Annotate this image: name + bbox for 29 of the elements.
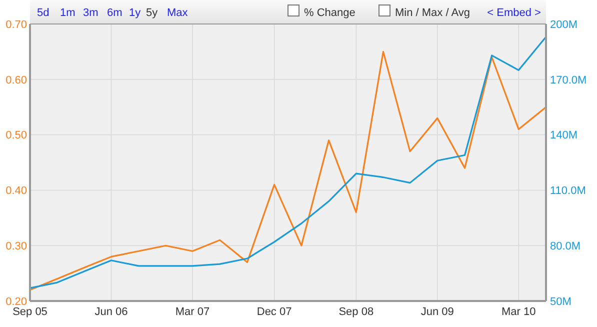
text: < Embed > <box>487 7 541 19</box>
x-tick-label: Jun 06 <box>94 306 128 318</box>
text: Min / Max / Avg <box>395 7 470 19</box>
text: 1m <box>60 7 76 19</box>
y-tick-label: 0.20 <box>6 296 27 308</box>
y2-tick-label: 200M <box>550 18 578 31</box>
x-tick-label: Sep 08 <box>338 306 374 318</box>
y-tick-label: 0.40 <box>6 185 27 198</box>
text: 6m <box>107 7 122 19</box>
y-tick-label: 0.30 <box>6 240 27 252</box>
y2-tick-label: 110.0M <box>550 185 586 198</box>
x-tick-label: Dec 07 <box>256 306 292 318</box>
y2-tick-label: 50M <box>550 296 572 308</box>
x-tick-label: Sep 05 <box>12 306 48 318</box>
text: 1y <box>129 7 142 19</box>
text: 3m <box>83 7 98 19</box>
text: Max <box>167 7 188 19</box>
x-tick-label: Jun 09 <box>420 306 454 318</box>
y-tick-label: 0.60 <box>6 74 27 86</box>
text: % Change <box>304 7 356 19</box>
y-tick-label: 0.70 <box>6 18 27 31</box>
y2-tick-label: 140M <box>550 130 578 142</box>
text: 5d <box>37 7 50 19</box>
x-tick-label: Mar 10 <box>502 306 536 318</box>
y2-tick-label: 170.0M <box>550 74 587 86</box>
y2-tick-label: 80.0M <box>550 240 581 252</box>
x-tick-label: Mar 07 <box>175 306 210 318</box>
text: 5y <box>146 7 158 19</box>
y-tick-label: 0.50 <box>6 130 27 142</box>
